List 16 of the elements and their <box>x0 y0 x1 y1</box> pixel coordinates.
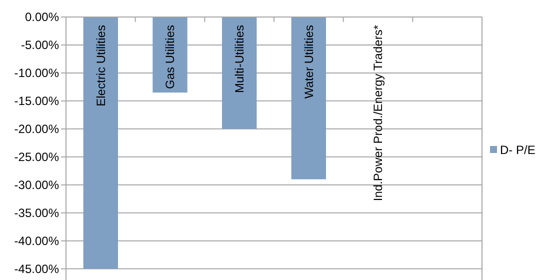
y-tick-label: -25.00% <box>14 150 60 164</box>
x-tick-label: Gas Utilities <box>163 25 178 90</box>
y-tick-label: -5.00% <box>20 38 60 52</box>
y-tick-label: -45.00% <box>14 262 60 276</box>
legend-label: D- P/E <box>500 143 536 158</box>
y-tick-label: -30.00% <box>14 178 60 192</box>
x-tick-label: Ind.Power Prod./Energy Traders* <box>371 24 386 202</box>
x-tick-label: Multi-Utilities <box>232 25 247 94</box>
y-tick-label: 0.00% <box>24 10 60 24</box>
y-tick-label: -20.00% <box>14 122 60 136</box>
y-tick-label: -35.00% <box>14 206 60 220</box>
x-tick-label: Electric Utilities <box>94 25 108 106</box>
y-tick-label: -10.00% <box>14 66 60 80</box>
x-tick-label: Water Utilities <box>302 25 316 99</box>
y-tick-label: -40.00% <box>14 234 60 248</box>
y-tick-label: -15.00% <box>14 94 60 108</box>
